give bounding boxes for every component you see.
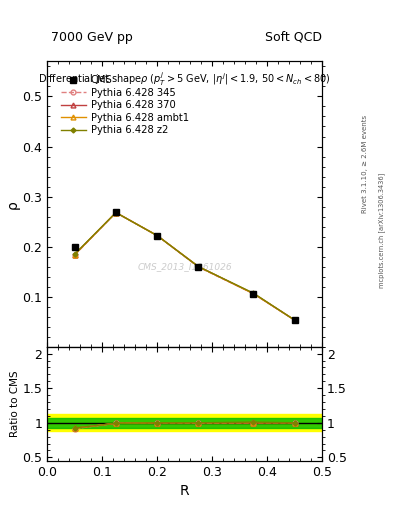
CMS	[114, 208, 118, 215]
CMS	[155, 232, 160, 239]
Line: Pythia 6.428 z2: Pythia 6.428 z2	[73, 211, 296, 322]
Text: Rivet 3.1.10, ≥ 2.6M events: Rivet 3.1.10, ≥ 2.6M events	[362, 115, 369, 213]
Text: Soft QCD: Soft QCD	[265, 31, 322, 44]
Pythia 6.428 ambt1	[251, 291, 256, 297]
Pythia 6.428 ambt1	[292, 317, 297, 323]
Pythia 6.428 z2	[251, 290, 256, 296]
Pythia 6.428 z2	[196, 264, 201, 270]
Pythia 6.428 z2	[292, 317, 297, 323]
Pythia 6.428 ambt1	[155, 232, 160, 239]
Y-axis label: ρ: ρ	[6, 200, 20, 208]
Pythia 6.428 345	[72, 252, 77, 258]
CMS	[292, 317, 297, 323]
Pythia 6.428 370	[292, 317, 297, 323]
Pythia 6.428 370	[72, 251, 77, 258]
Pythia 6.428 370	[155, 232, 160, 239]
Pythia 6.428 345	[155, 232, 160, 239]
Pythia 6.428 ambt1	[114, 209, 118, 216]
Text: Differential jet shape$\rho$ ($p_T^j$$>$5 GeV, $|\eta^j|$$<$1.9, 50$<$$N_{ch}$$<: Differential jet shape$\rho$ ($p_T^j$$>$…	[39, 70, 331, 88]
Text: mcplots.cern.ch [arXiv:1306.3436]: mcplots.cern.ch [arXiv:1306.3436]	[378, 173, 385, 288]
Text: CMS_2013_I1261026: CMS_2013_I1261026	[138, 262, 232, 271]
X-axis label: R: R	[180, 484, 189, 498]
Y-axis label: Ratio to CMS: Ratio to CMS	[9, 371, 20, 437]
Legend: CMS, Pythia 6.428 345, Pythia 6.428 370, Pythia 6.428 ambt1, Pythia 6.428 z2: CMS, Pythia 6.428 345, Pythia 6.428 370,…	[58, 72, 192, 138]
Text: 7000 GeV pp: 7000 GeV pp	[51, 31, 133, 44]
CMS	[196, 264, 201, 270]
Pythia 6.428 z2	[72, 251, 77, 257]
Pythia 6.428 ambt1	[196, 264, 201, 270]
Line: Pythia 6.428 370: Pythia 6.428 370	[72, 210, 297, 323]
Pythia 6.428 370	[196, 264, 201, 270]
CMS	[251, 291, 256, 297]
Pythia 6.428 370	[114, 209, 118, 216]
CMS	[72, 244, 77, 250]
Pythia 6.428 345	[292, 317, 297, 323]
Pythia 6.428 370	[251, 291, 256, 297]
Pythia 6.428 z2	[114, 209, 118, 216]
Pythia 6.428 345	[251, 291, 256, 297]
Pythia 6.428 345	[114, 209, 118, 216]
Line: Pythia 6.428 ambt1: Pythia 6.428 ambt1	[72, 210, 297, 323]
Line: CMS: CMS	[72, 208, 298, 323]
Pythia 6.428 345	[196, 264, 201, 270]
Line: Pythia 6.428 345: Pythia 6.428 345	[72, 210, 297, 323]
Pythia 6.428 z2	[155, 232, 160, 239]
Pythia 6.428 ambt1	[72, 251, 77, 258]
